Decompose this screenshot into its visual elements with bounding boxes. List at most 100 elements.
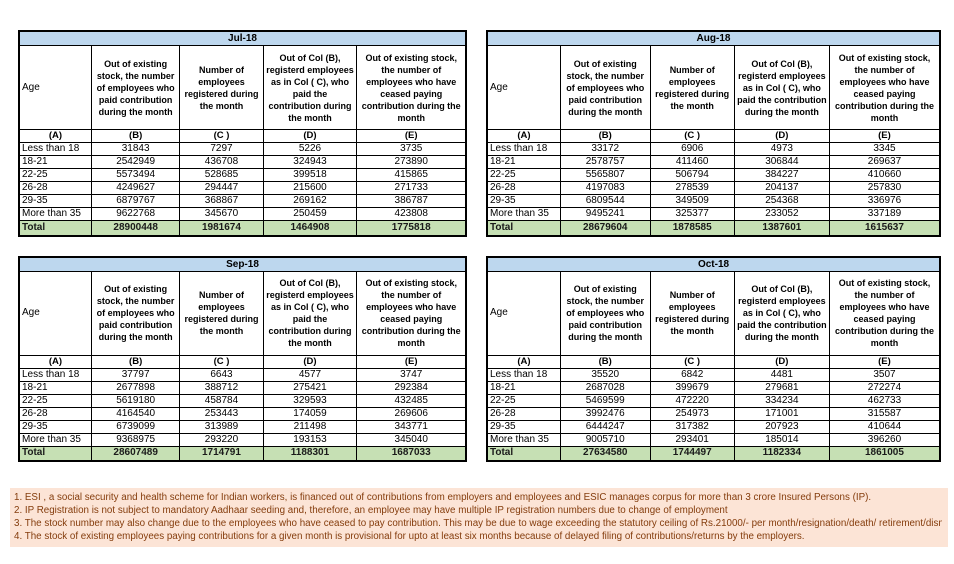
value-cell: 396260 xyxy=(828,432,941,447)
age-group-label: Less than 18 xyxy=(18,142,92,156)
column-header-e: Out of existing stock, the number of emp… xyxy=(356,45,467,130)
column-letter: (C ) xyxy=(649,129,735,143)
age-column-header: Age xyxy=(18,45,92,130)
value-cell: 410644 xyxy=(828,419,941,434)
age-group-label: 22-25 xyxy=(18,168,92,182)
age-column-header: Age xyxy=(486,45,561,130)
total-value-cell: 1744497 xyxy=(649,445,735,462)
value-cell: 193153 xyxy=(262,432,358,447)
total-row: Total 27634580 1744497 1182334 1861005 xyxy=(486,445,941,462)
value-cell: 6842 xyxy=(649,367,735,382)
month-header: Oct-18 xyxy=(486,256,941,272)
total-value-cell: 1981674 xyxy=(179,220,264,236)
total-value-cell: 1387601 xyxy=(733,220,830,236)
total-row: Total 28679604 1878585 1387601 1615637 xyxy=(486,220,941,236)
data-row: 18-21 2677898 388712 275421 292384 xyxy=(18,380,467,395)
age-group-label: More than 35 xyxy=(486,207,561,221)
total-value-cell: 28679604 xyxy=(559,220,651,236)
data-row: 26-28 4197083 278539 204137 257830 xyxy=(486,181,941,195)
column-header-c: Number of employees registered during th… xyxy=(649,270,735,356)
age-column-header: Age xyxy=(486,270,561,356)
value-cell: 250459 xyxy=(262,207,358,221)
value-cell: 410660 xyxy=(828,168,941,182)
value-cell: 436708 xyxy=(179,155,264,169)
value-cell: 293401 xyxy=(649,432,735,447)
footnote: 2. IP Registration is not subject to man… xyxy=(14,505,728,516)
value-cell: 9368975 xyxy=(90,432,181,447)
data-row: 26-28 3992476 254973 171001 315587 xyxy=(486,406,941,421)
data-row: More than 35 9368975 293220 193153 345040 xyxy=(18,432,467,447)
column-letter: (E) xyxy=(356,354,467,369)
column-letter: (D) xyxy=(733,129,830,143)
column-letter: (A) xyxy=(18,129,92,143)
value-cell: 204137 xyxy=(733,181,830,195)
column-letter: (E) xyxy=(828,354,941,369)
month-table: Sep-18 Age Out of existing stock, the numb… xyxy=(18,255,467,462)
value-cell: 269606 xyxy=(356,406,467,421)
value-cell: 9005710 xyxy=(559,432,651,447)
value-cell: 506794 xyxy=(649,168,735,182)
value-cell: 35520 xyxy=(559,367,651,382)
age-group-label: 26-28 xyxy=(486,181,561,195)
age-group-label: 22-25 xyxy=(18,393,92,408)
age-group-label: 26-28 xyxy=(18,406,92,421)
data-row: 22-25 5573494 528685 399518 415865 xyxy=(18,168,467,182)
age-group-label: 29-35 xyxy=(486,194,561,208)
data-row: 29-35 6444247 317382 207923 410644 xyxy=(486,419,941,434)
value-cell: 174059 xyxy=(262,406,358,421)
data-row: 18-21 2578757 411460 306844 269637 xyxy=(486,155,941,169)
column-letter: (D) xyxy=(733,354,830,369)
column-letter: (B) xyxy=(90,129,181,143)
value-cell: 7297 xyxy=(179,142,264,156)
table-jul-18: Jul-18 Age Out of existing stock, the numb… xyxy=(18,30,467,237)
age-group-label: 18-21 xyxy=(18,155,92,169)
column-letter: (A) xyxy=(486,354,561,369)
table-oct-18: Oct-18 Age Out of existing stock, the numb… xyxy=(486,255,941,462)
value-cell: 315587 xyxy=(828,406,941,421)
value-cell: 215600 xyxy=(262,181,358,195)
column-header-e: Out of existing stock, the number of emp… xyxy=(828,45,941,130)
data-row: Less than 18 33172 6906 4973 3345 xyxy=(486,142,941,156)
value-cell: 432485 xyxy=(356,393,467,408)
value-cell: 2578757 xyxy=(559,155,651,169)
column-letter: (B) xyxy=(559,129,651,143)
value-cell: 9622768 xyxy=(90,207,181,221)
footnote: 4. The stock of existing employees payin… xyxy=(14,531,805,542)
value-cell: 3345 xyxy=(828,142,941,156)
age-group-label: 18-21 xyxy=(486,155,561,169)
value-cell: 6809544 xyxy=(559,194,651,208)
total-value-cell: 1182334 xyxy=(733,445,830,462)
value-cell: 336976 xyxy=(828,194,941,208)
data-row: More than 35 9495241 325377 233052 337189 xyxy=(486,207,941,221)
age-group-label: Less than 18 xyxy=(486,367,561,382)
total-value-cell: 1878585 xyxy=(649,220,735,236)
value-cell: 31843 xyxy=(90,142,181,156)
footnote: 1. ESI , a social security and health sc… xyxy=(14,492,872,503)
value-cell: 278539 xyxy=(649,181,735,195)
column-header-c: Number of employees registered during th… xyxy=(179,45,264,130)
data-row: 26-28 4249627 294447 215600 271733 xyxy=(18,181,467,195)
value-cell: 5573494 xyxy=(90,168,181,182)
age-group-label: 18-21 xyxy=(18,380,92,395)
column-header-e: Out of existing stock, the number of emp… xyxy=(828,270,941,356)
value-cell: 211498 xyxy=(262,419,358,434)
value-cell: 5619180 xyxy=(90,393,181,408)
data-row: Less than 18 31843 7297 5226 3735 xyxy=(18,142,467,156)
value-cell: 384227 xyxy=(733,168,830,182)
month-table: Oct-18 Age Out of existing stock, the numb… xyxy=(486,255,941,462)
column-header-b: Out of existing stock, the number of emp… xyxy=(559,270,651,356)
total-value-cell: 1775818 xyxy=(356,220,467,236)
column-header-c: Number of employees registered during th… xyxy=(179,270,264,356)
column-header-d: Out of Col (B), registerd employees as i… xyxy=(733,45,830,130)
column-header-d: Out of Col (B), registerd employees as i… xyxy=(733,270,830,356)
tables-grid: Jul-18 Age Out of existing stock, the numb… xyxy=(18,30,941,462)
value-cell: 343771 xyxy=(356,419,467,434)
value-cell: 329593 xyxy=(262,393,358,408)
data-row: Less than 18 35520 6842 4481 3507 xyxy=(486,367,941,382)
value-cell: 269637 xyxy=(828,155,941,169)
table-sep-18: Sep-18 Age Out of existing stock, the numb… xyxy=(18,255,467,462)
value-cell: 3735 xyxy=(356,142,467,156)
footnote: 3. The stock number may also change due … xyxy=(14,518,942,529)
value-cell: 5565807 xyxy=(559,168,651,182)
